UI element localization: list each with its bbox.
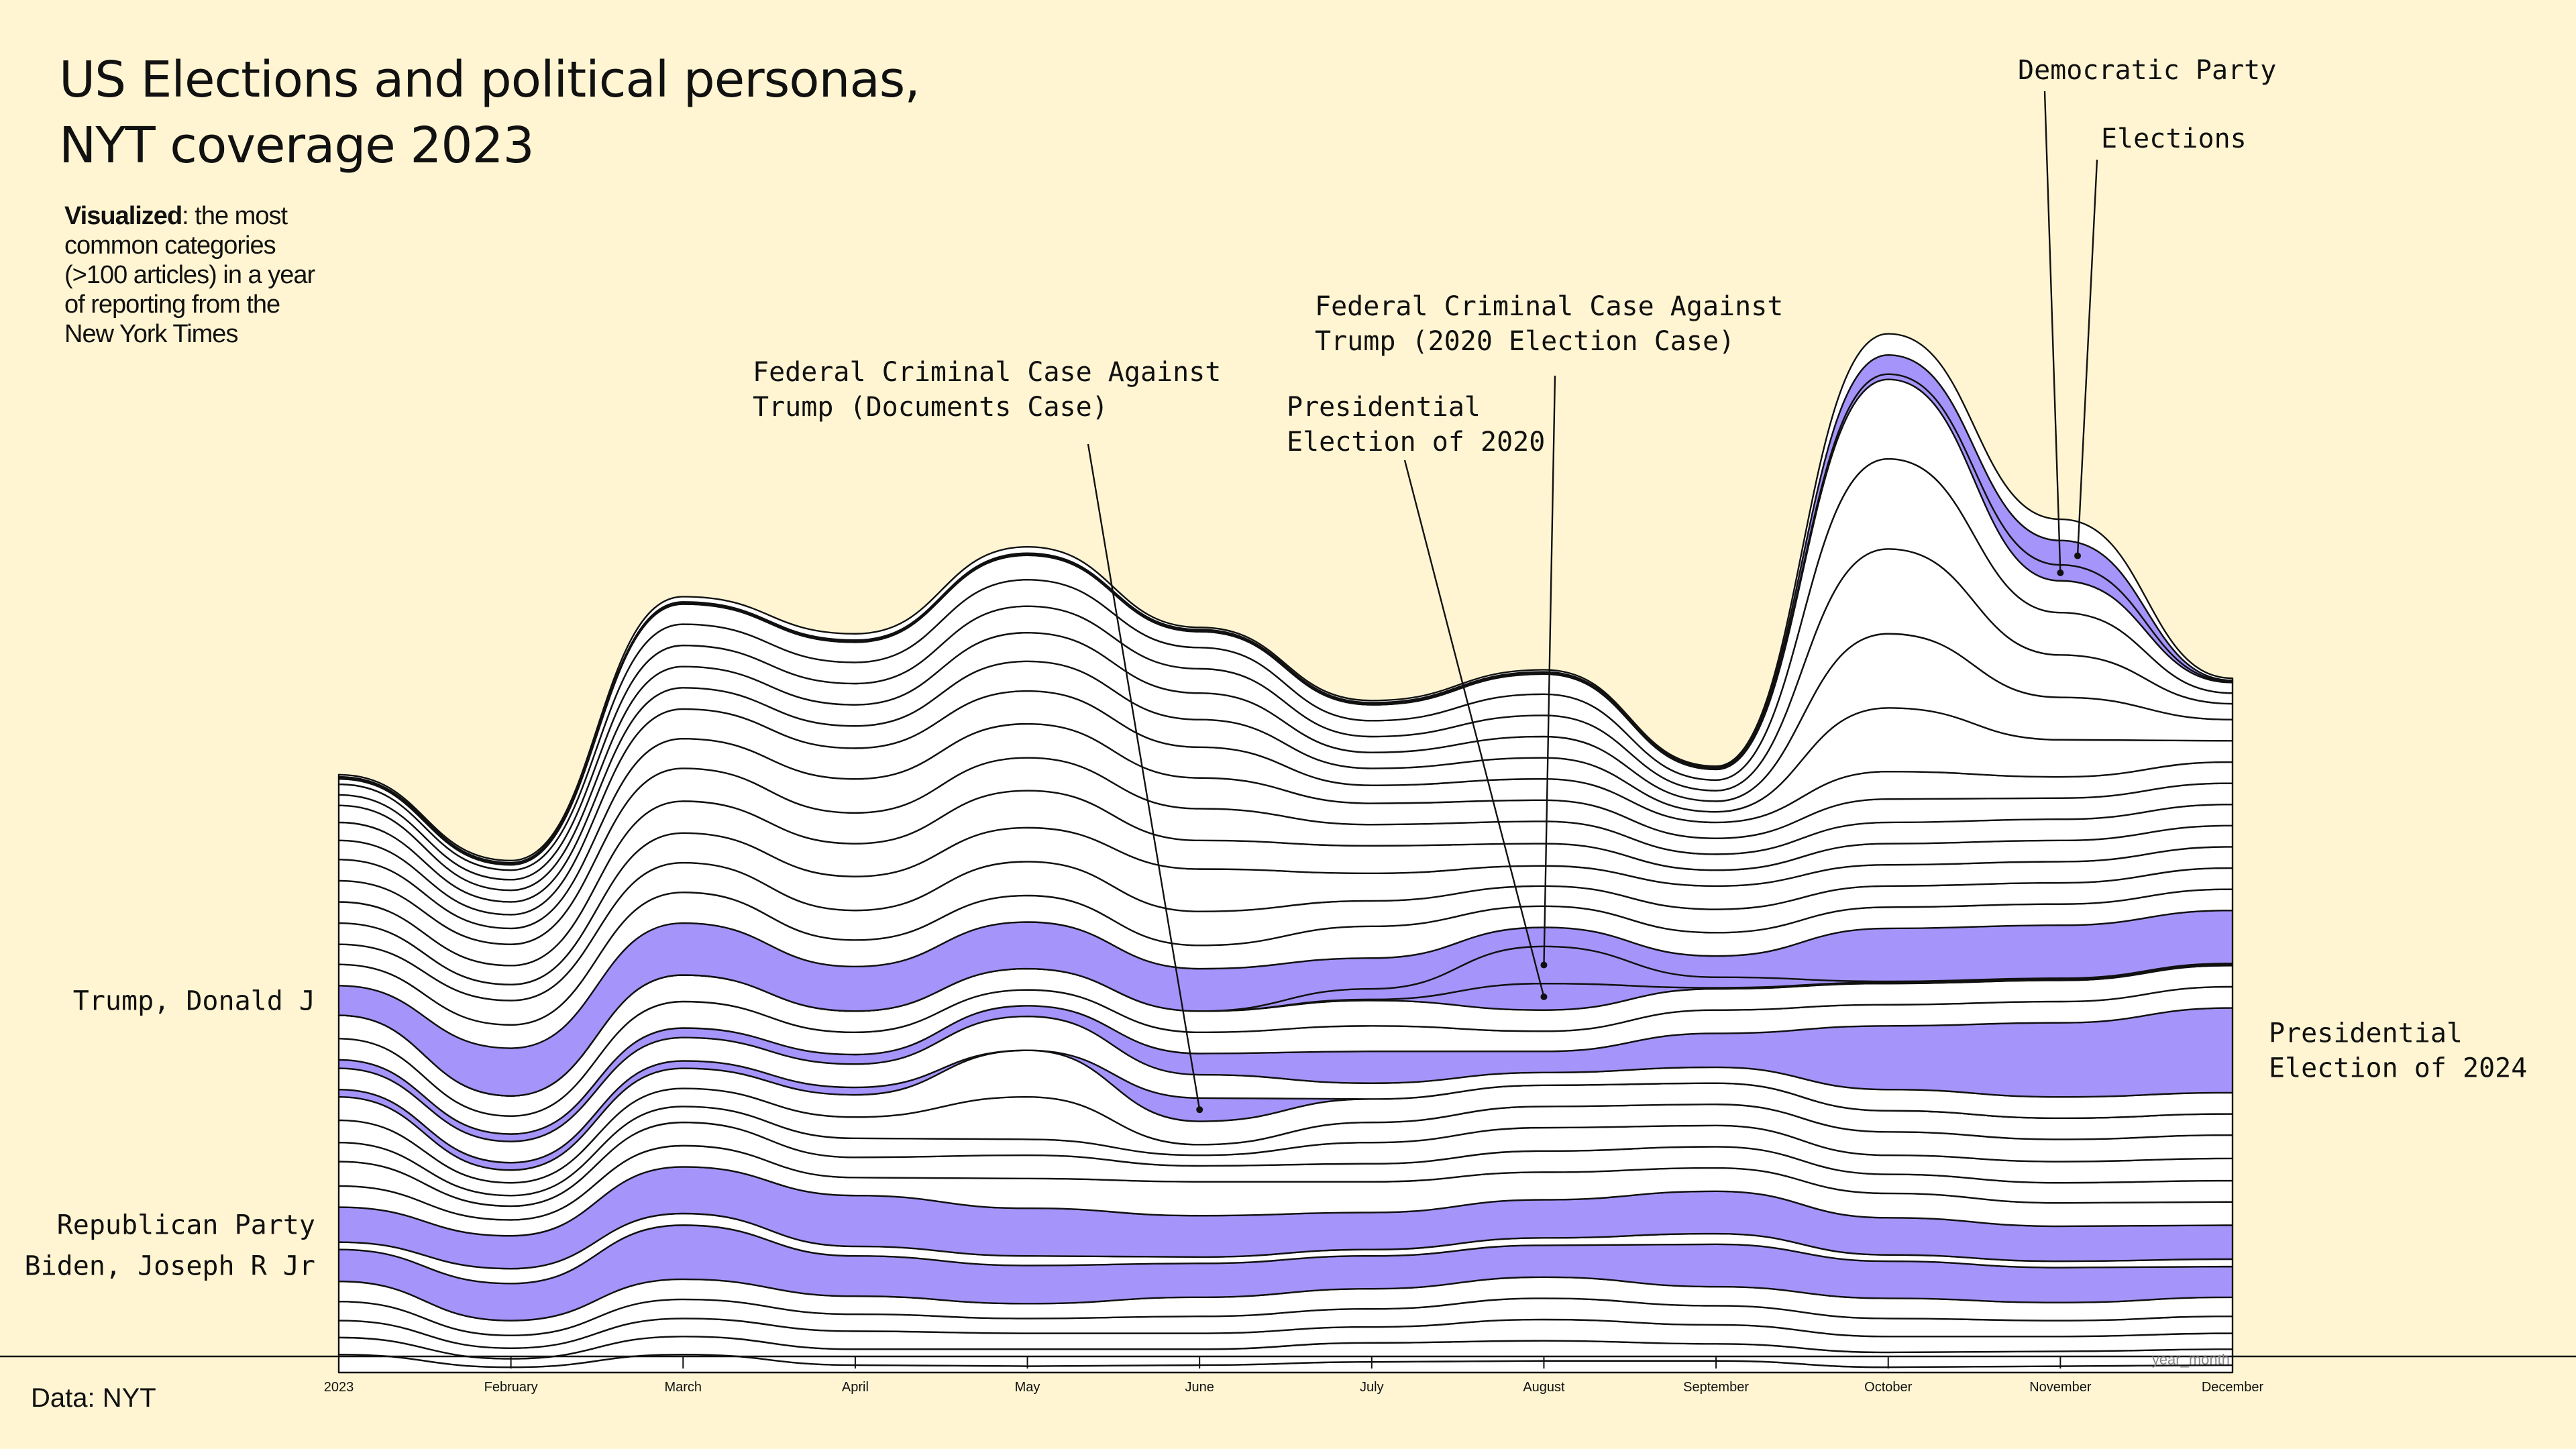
callout-text: Federal Criminal Case Against Trump (2020… xyxy=(1315,291,1783,357)
chart-title-line-1: US Elections and political personas, xyxy=(59,51,920,109)
chart-subtitle: Visualized: the most common categories (… xyxy=(64,201,333,349)
callout-leader-line xyxy=(1403,460,1545,998)
right-label-presidential-election-of-2024: Presidential Election of 2024 xyxy=(2269,1018,2527,1084)
x-tick-label: August xyxy=(1523,1380,1565,1395)
data-source: Data: NYT xyxy=(31,1383,156,1413)
callout-elections: Elections xyxy=(2074,123,2247,559)
x-tick-label: September xyxy=(1683,1380,1749,1395)
callout-text: Elections xyxy=(2101,123,2247,154)
callout-dot xyxy=(1540,961,1548,969)
x-tick-label: July xyxy=(1360,1380,1384,1395)
series-labels: Trump, Donald J Republican Party Biden, Jo… xyxy=(25,985,2528,1281)
x-tick-label: April xyxy=(842,1380,869,1395)
callout-democratic-party: Democratic Party xyxy=(2018,55,2276,576)
callout-federal-criminal-case-against-trump-2020-election-case: Federal Criminal Case Against Trump (2020… xyxy=(1315,291,1783,969)
callout-dot xyxy=(2057,569,2064,576)
x-axis: 2023 February March April May June July August S… xyxy=(0,1351,2576,1395)
callouts: Federal Criminal Case Against Trump (Docu… xyxy=(753,55,2276,1114)
callout-leader-line xyxy=(1087,443,1201,1110)
callout-federal-criminal-case-against-trump-documents-case: Federal Criminal Case Against Trump (Docu… xyxy=(753,357,1221,1114)
left-label-republican-party: Republican Party xyxy=(57,1210,315,1241)
callout-text: Presidential Election of 2020 xyxy=(1287,392,1545,458)
callout-text: Federal Criminal Case Against Trump (Docu… xyxy=(753,357,1221,423)
x-tick-label: October xyxy=(1864,1380,1912,1395)
x-tick-label: 2023 xyxy=(324,1380,354,1395)
x-axis-label: year_month xyxy=(2152,1351,2230,1368)
subtitle-text: : the most common categories (>100 artic… xyxy=(64,202,315,348)
x-tick-label: March xyxy=(664,1380,702,1395)
callout-presidential-election-of-2020: Presidential Election of 2020 xyxy=(1287,392,1548,1000)
callout-dot xyxy=(1196,1106,1203,1114)
x-tick-label: May xyxy=(1015,1380,1040,1395)
callout-text: Democratic Party xyxy=(2018,55,2276,86)
subtitle-bold: Visualized xyxy=(64,202,182,230)
left-label-biden-joseph-r-jr: Biden, Joseph R Jr xyxy=(25,1250,315,1281)
x-tick-label: November xyxy=(2029,1380,2092,1395)
chart-title-line-2: NYT coverage 2023 xyxy=(59,117,535,174)
stream-layer-layer-36 xyxy=(337,333,2234,864)
callout-leader-line xyxy=(2076,159,2098,556)
callout-leader-line xyxy=(1543,375,1556,965)
stream-layers xyxy=(337,333,2234,1374)
callout-dot xyxy=(2074,552,2082,559)
x-tick-label: February xyxy=(484,1380,538,1395)
callout-leader-line xyxy=(2043,91,2061,573)
left-label-trump-donald-j: Trump, Donald J xyxy=(73,985,315,1016)
chart-title: US Elections and political personas, NYT… xyxy=(59,47,920,178)
callout-dot xyxy=(1540,993,1548,1000)
x-tick-label: December xyxy=(2202,1380,2264,1395)
x-tick-label: June xyxy=(1185,1380,1214,1395)
